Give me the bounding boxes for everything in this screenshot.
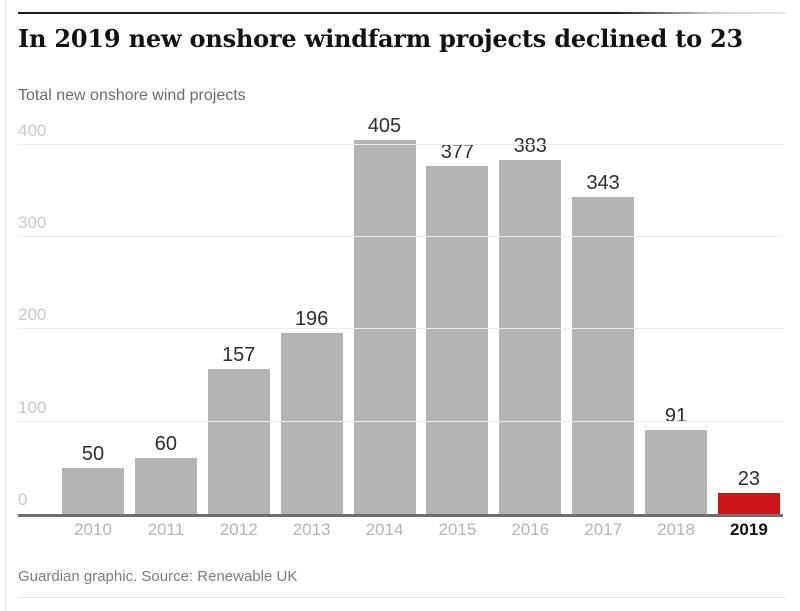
- bar-2019: [717, 492, 780, 514]
- bar-value-label-2018: 91: [664, 404, 688, 427]
- bar-value-label-2016: 383: [513, 135, 547, 158]
- y-axis-label-0: 0: [18, 489, 28, 509]
- y-axis-label-100: 100: [18, 397, 47, 417]
- bar-group-2018: 91: [645, 406, 707, 514]
- x-axis-label-2016: 2016: [511, 519, 550, 539]
- top-rule: [18, 12, 786, 14]
- bar-2016: [499, 160, 562, 514]
- x-axis-label-2017: 2017: [584, 519, 623, 539]
- x-axis-label-2018: 2018: [657, 519, 695, 539]
- bar-2012: [207, 368, 270, 514]
- bar-value-label-2015: 377: [440, 141, 475, 164]
- y-axis-label-400: 400: [18, 120, 47, 140]
- page-edge-line: [5, 0, 6, 611]
- bar-2010: [62, 467, 124, 514]
- bar-value-label-2019: 23: [737, 467, 760, 490]
- bar-2011: [134, 458, 197, 514]
- bar-group-2010: 50: [62, 444, 124, 514]
- chart-content: In 2019 new onshore windfarm projects de…: [18, 0, 786, 599]
- gridline-100: [18, 420, 783, 422]
- bar-value-label-2017: 343: [586, 172, 620, 195]
- bar-group-2016: 383: [499, 135, 562, 514]
- x-axis-line: [18, 513, 783, 517]
- x-axis-label-2011: 2011: [147, 519, 185, 539]
- x-axis-label-2015: 2015: [438, 519, 477, 539]
- plot-area: 50 60 157 196 405 377 383 343 91 23 0 100 200 300 400: [18, 114, 783, 517]
- bar-value-label-2010: 50: [81, 442, 105, 465]
- x-axis-label-2010: 2010: [74, 519, 112, 539]
- bar-2013: [280, 333, 343, 514]
- bar-group-2013: 196: [280, 308, 343, 514]
- bar-group-2015: 377: [426, 141, 489, 514]
- source-note: Guardian graphic. Source: Renewable UK: [18, 568, 298, 586]
- bar-value-label-2014: 405: [367, 115, 402, 138]
- bars-row: 50 60 157 196 405 377 383 343 91 23: [62, 116, 780, 514]
- bar-value-label-2013: 196: [294, 308, 329, 330]
- x-axis-labels: 2010 2011 2012 2013 2014 2015 2016 2017 2018 2019: [62, 520, 780, 540]
- bar-value-label-2012: 157: [222, 343, 256, 366]
- bottom-divider: [18, 597, 786, 599]
- bar-2017: [572, 197, 635, 514]
- y-axis-label-300: 300: [18, 213, 47, 233]
- bar-2018: [645, 429, 707, 514]
- bar-2015: [426, 166, 489, 514]
- chart-title: In 2019 new onshore windfarm projects de…: [18, 24, 744, 53]
- bar-group-2019: 23: [717, 467, 780, 514]
- gridline-400: [18, 143, 783, 145]
- x-axis-label-2012: 2012: [219, 519, 258, 539]
- x-axis-label-2013: 2013: [292, 519, 331, 539]
- x-axis-label-2014: 2014: [365, 519, 404, 539]
- bar-group-2011: 60: [134, 433, 197, 514]
- gridline-200: [18, 328, 783, 330]
- x-axis-label-2019: 2019: [729, 519, 768, 539]
- y-axis-label-200: 200: [18, 305, 47, 325]
- gridline-300: [18, 236, 783, 238]
- bar-2014: [353, 140, 416, 514]
- bar-group-2017: 343: [572, 172, 635, 514]
- bar-value-label-2011: 60: [154, 433, 177, 456]
- bar-group-2012: 157: [207, 343, 270, 514]
- bar-group-2014: 405: [353, 115, 416, 514]
- chart-subtitle: Total new onshore wind projects: [18, 86, 246, 104]
